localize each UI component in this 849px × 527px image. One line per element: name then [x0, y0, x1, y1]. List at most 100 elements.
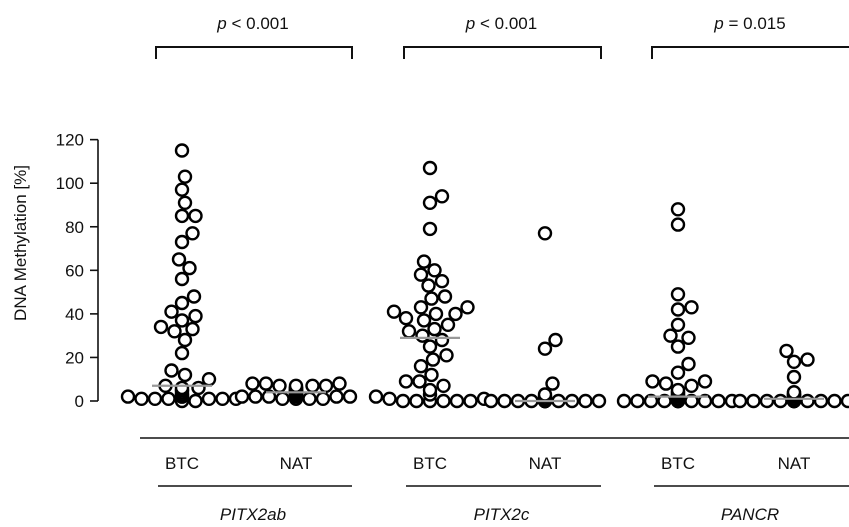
- data-point: [422, 160, 438, 176]
- data-point: [670, 382, 686, 398]
- data-point: [171, 252, 187, 267]
- data-point: [428, 306, 444, 322]
- data-point: [813, 393, 829, 409]
- p-value-label: p < 0.001: [465, 14, 537, 33]
- data-point: [684, 300, 699, 315]
- data-point: [332, 376, 347, 391]
- data-point: [697, 374, 713, 389]
- data-point: [422, 339, 438, 354]
- data-point: [382, 391, 397, 406]
- data-point: [630, 393, 645, 409]
- data-point: [670, 317, 686, 332]
- data-point: [248, 389, 263, 404]
- data-point: [657, 393, 672, 409]
- data-point: [663, 328, 678, 343]
- data-point: [177, 332, 193, 348]
- y-tick-label: 20: [65, 348, 84, 367]
- y-tick-label: 60: [65, 261, 84, 280]
- data-point: [643, 393, 659, 409]
- data-point: [658, 376, 674, 391]
- data-point: [697, 393, 713, 409]
- data-point: [537, 387, 553, 402]
- data-point: [413, 300, 429, 315]
- data-point: [681, 330, 696, 345]
- significance-bracket: [403, 46, 602, 59]
- y-tick-label: 80: [65, 218, 84, 237]
- data-point: [437, 289, 453, 304]
- data-point: [786, 354, 802, 369]
- data-point: [386, 304, 402, 319]
- data-point: [427, 263, 442, 278]
- data-point: [315, 391, 331, 406]
- data-point: [436, 393, 451, 409]
- data-point: [422, 221, 438, 237]
- median-lines: [152, 336, 824, 403]
- data-point: [415, 328, 430, 343]
- data-point: [395, 393, 411, 409]
- data-point: [401, 324, 417, 339]
- data-point: [711, 393, 726, 409]
- data-point: [548, 332, 563, 348]
- data-point: [684, 378, 699, 393]
- data-point: [234, 389, 250, 404]
- data-point: [153, 319, 169, 335]
- p-value-label: p = 0.015: [713, 14, 785, 33]
- data-point: [424, 291, 439, 306]
- data-point: [318, 378, 334, 393]
- data-point: [416, 313, 432, 328]
- data-point: [177, 195, 193, 211]
- data-point: [759, 393, 775, 409]
- data-point: [368, 389, 384, 404]
- p-value-label: p < 0.001: [216, 14, 288, 33]
- data-point: [773, 393, 788, 409]
- data-point: [302, 391, 317, 406]
- data-point: [147, 391, 163, 406]
- data-point: [537, 341, 553, 356]
- data-point: [412, 374, 427, 389]
- significance-bracket: [155, 46, 353, 59]
- data-point: [439, 348, 454, 363]
- significance-bracket: [651, 46, 849, 59]
- data-point: [174, 295, 190, 311]
- gene-label: PANCR: [721, 505, 779, 524]
- gene-label: PITX2c: [474, 505, 530, 524]
- data-point: [191, 380, 206, 396]
- data-point: [670, 302, 686, 317]
- data-point: [786, 369, 802, 385]
- data-point: [120, 389, 136, 404]
- y-axis: 0 20 40 60 80 100 120: [56, 131, 99, 411]
- data-point: [188, 308, 203, 324]
- data-point: [275, 391, 290, 406]
- y-tick-label: 120: [56, 131, 84, 150]
- data-point: [434, 189, 450, 204]
- data-point: [684, 393, 699, 409]
- data-point: [188, 208, 203, 224]
- data-point: [440, 317, 456, 332]
- data-point: [449, 393, 465, 409]
- data-point: [177, 169, 193, 184]
- data-point: [746, 393, 761, 409]
- data-point: [434, 274, 450, 289]
- data-point: [578, 393, 593, 409]
- data-point: [422, 195, 438, 211]
- data-point: [245, 376, 260, 391]
- data-point: [409, 393, 424, 409]
- data-point: [424, 367, 439, 383]
- data-point: [201, 372, 217, 387]
- data-point: [342, 389, 358, 404]
- data-point: [537, 226, 553, 241]
- data-point: [670, 339, 686, 354]
- data-point: [786, 385, 802, 400]
- data-point: [732, 393, 748, 409]
- data-point: [177, 367, 193, 383]
- data-point: [840, 393, 849, 409]
- data-point: [616, 393, 632, 409]
- data-point: [413, 267, 429, 282]
- data-point: [174, 313, 190, 328]
- data-point: [800, 393, 815, 409]
- data-point: [161, 391, 176, 406]
- data-point: [800, 352, 815, 367]
- data-point: [215, 391, 230, 406]
- data-points: [120, 143, 849, 409]
